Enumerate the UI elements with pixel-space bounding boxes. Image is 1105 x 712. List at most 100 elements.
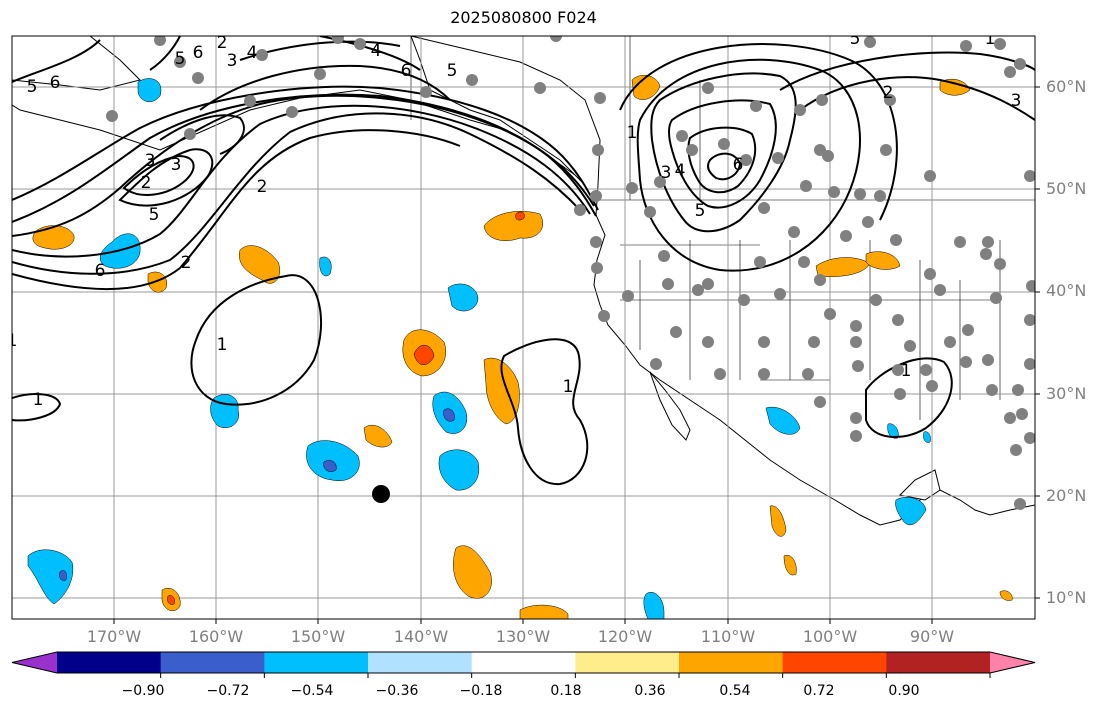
contour-label: 3 (145, 151, 156, 171)
colorbar-segment (679, 652, 784, 673)
anomaly-negative (438, 449, 480, 491)
colorbar-segment (264, 652, 369, 673)
longitude-label: 120°W (597, 627, 653, 646)
land-outline-yucatan (898, 469, 941, 501)
anomaly-positive (769, 505, 787, 537)
contour-label: 3 (661, 163, 672, 183)
political-borders (410, 36, 1035, 420)
colorbar-tick-label: 0.90 (888, 683, 920, 699)
colorbar-segment (575, 652, 680, 673)
storm-position-marker (372, 485, 390, 503)
colorbar-tick-label: 0.54 (719, 683, 751, 699)
anomaly-positive (363, 424, 393, 448)
colorbar-segment (471, 652, 576, 673)
anomaly-negative (895, 497, 927, 526)
longitude-label: 130°W (495, 627, 551, 646)
colorbar-outline (11, 651, 1036, 674)
land-outline-north-america (410, 36, 1035, 526)
map-title: 2025080800 F024 (450, 8, 597, 27)
latitude-label: 50°N (1046, 179, 1087, 198)
colorbar-segment (57, 652, 162, 673)
contour-label: 2 (257, 177, 268, 197)
colorbar-tick-label: −0.54 (290, 683, 334, 699)
colorbar-tick-label: −0.90 (121, 683, 165, 699)
anomaly-negative (306, 440, 360, 482)
colorbar-segment (886, 652, 991, 673)
contour-label: 5 (149, 205, 160, 225)
anomaly-positive (483, 211, 544, 241)
anomaly-negative (137, 78, 162, 103)
contour-label: 6 (50, 73, 61, 93)
colorbar-extend-min (12, 652, 57, 673)
contour-label: 1 (627, 123, 638, 143)
gridlines (12, 36, 1035, 619)
anomaly-positive (783, 554, 797, 576)
contour-label: 1 (7, 331, 18, 351)
anomaly-positive (999, 590, 1013, 601)
anomaly-negative (443, 408, 455, 422)
colorbar-extend-max (990, 652, 1035, 673)
anomaly-negative (59, 570, 67, 581)
land-outlines (12, 36, 1035, 526)
latitude-label: 40°N (1046, 281, 1087, 300)
latitude-label: 30°N (1046, 384, 1087, 403)
contour-label: 5 (447, 61, 458, 81)
anomaly-positive-strong (167, 595, 175, 605)
contour-label: 2 (181, 253, 192, 273)
anomaly-negative (447, 283, 479, 312)
latitude-label: 10°N (1046, 588, 1087, 607)
anomaly-positive (32, 225, 75, 250)
anomaly-positive (147, 271, 168, 293)
land-outline-baja (649, 371, 691, 441)
colorbar-tick-label: −0.18 (459, 683, 503, 699)
longitude-label: 170°W (86, 627, 142, 646)
anomaly-positive-strong (413, 345, 435, 365)
contour-label: 1 (563, 377, 574, 397)
anomaly-negative (210, 394, 240, 428)
contour-label: 6 (95, 261, 106, 281)
colorbar-segment (368, 652, 473, 673)
contour-label: 2 (883, 83, 894, 103)
land-outline-alaska (12, 36, 586, 186)
contour-label: 1 (33, 390, 44, 410)
anomaly-positive (865, 251, 901, 270)
contour-label: 6 (733, 155, 744, 175)
anomaly-negative (319, 256, 332, 277)
land-outline-siberia (12, 36, 141, 91)
colorbar-tick-label: 0.36 (634, 683, 666, 699)
longitude-label: 160°W (188, 627, 244, 646)
latitude-label: 20°N (1046, 486, 1087, 505)
anomaly-negative (643, 592, 665, 619)
contour-label: 1 (985, 29, 996, 49)
anomaly-positive (519, 604, 569, 619)
colorbar-tick-label: −0.36 (375, 683, 419, 699)
contour-label: 1 (901, 361, 912, 381)
shaded-anomalies (27, 74, 1013, 619)
contour-label: 1 (217, 335, 228, 355)
contour-label: 2 (217, 33, 228, 53)
contour-label: 5 (175, 49, 186, 69)
contour-label: 6 (193, 43, 204, 63)
longitude-label: 140°W (393, 627, 449, 646)
contour-label: 4 (675, 161, 686, 181)
contour-label: 5 (850, 29, 861, 49)
anomaly-negative (765, 406, 801, 435)
colorbar-tick-label: 0.72 (803, 683, 835, 699)
contour-label: 5 (695, 201, 706, 221)
station-dots (106, 36, 1035, 510)
contour-label: 3 (171, 155, 182, 175)
anomaly-positive-strong (515, 211, 525, 221)
contour-label: 5 (27, 77, 38, 97)
contour-label: 3 (1011, 91, 1022, 111)
anomaly-positive (631, 74, 661, 100)
anomaly-negative (323, 460, 337, 472)
anomaly-negative (923, 431, 931, 443)
longitude-label: 150°W (290, 627, 346, 646)
contour-label: 4 (371, 41, 382, 61)
contour-label: 4 (247, 43, 258, 63)
contour-label: 2 (141, 173, 152, 193)
anomaly-positive (239, 245, 280, 284)
colorbar-tick-label: −0.72 (206, 683, 250, 699)
contour-label: 6 (401, 61, 412, 81)
longitude-label: 90°W (909, 627, 955, 646)
